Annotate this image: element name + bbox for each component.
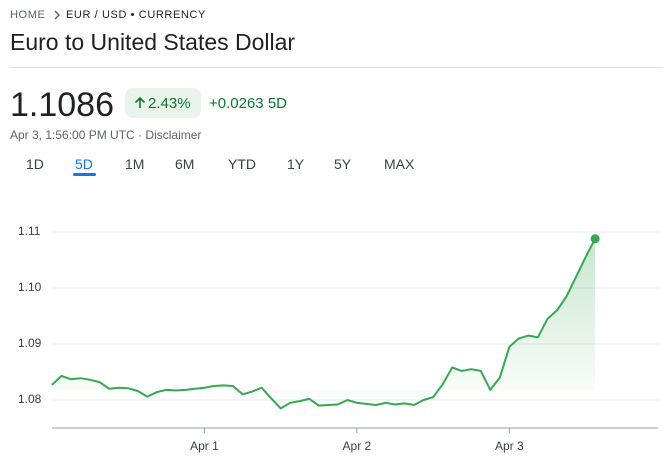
area-fill xyxy=(52,238,596,409)
x-tick-label: Apr 1 xyxy=(190,439,219,453)
separator: · xyxy=(138,128,143,142)
range-tab[interactable]: YTD xyxy=(228,156,256,172)
range-tab[interactable]: 1M xyxy=(125,156,145,172)
range-tab[interactable]: 6M xyxy=(175,156,195,172)
price: 1.1086 xyxy=(10,86,114,124)
disclaimer-link[interactable]: Disclaimer xyxy=(145,128,202,142)
absolute-change: +0.0263 5D xyxy=(209,95,287,112)
range-tab[interactable]: 5D xyxy=(75,156,93,172)
chevron-icon xyxy=(54,10,60,20)
range-tab[interactable]: 5Y xyxy=(334,156,352,172)
change-period: 5D xyxy=(267,95,287,112)
price-line xyxy=(51,238,596,410)
y-tick-label: 1.08 xyxy=(18,392,42,406)
range-tab[interactable]: 1Y xyxy=(287,156,305,172)
breadcrumb-current: EUR / USD • CURRENCY xyxy=(66,9,206,21)
page-title: Euro to United States Dollar xyxy=(10,29,296,55)
y-tick-label: 1.09 xyxy=(18,336,42,350)
timestamp-row: Apr 3, 1:56:00 PM UTC · Disclaimer xyxy=(10,128,201,142)
range-tab[interactable]: MAX xyxy=(384,156,415,172)
last-point xyxy=(590,234,600,244)
percent-change: 2.43% xyxy=(148,95,191,112)
x-tick-label: Apr 2 xyxy=(343,439,372,453)
breadcrumb-home[interactable]: HOME xyxy=(10,9,46,21)
change-value: +0.0263 xyxy=(209,95,264,112)
timestamp: Apr 3, 1:56:00 PM UTC xyxy=(10,128,135,142)
change-badge xyxy=(125,88,201,118)
up-arrow-icon xyxy=(134,96,146,108)
y-tick-label: 1.10 xyxy=(18,280,42,294)
active-tab-indicator xyxy=(73,173,96,176)
x-tick-label: Apr 3 xyxy=(495,439,524,453)
divider xyxy=(10,67,663,68)
y-tick-label: 1.11 xyxy=(18,224,41,238)
range-tab[interactable]: 1D xyxy=(26,156,44,172)
